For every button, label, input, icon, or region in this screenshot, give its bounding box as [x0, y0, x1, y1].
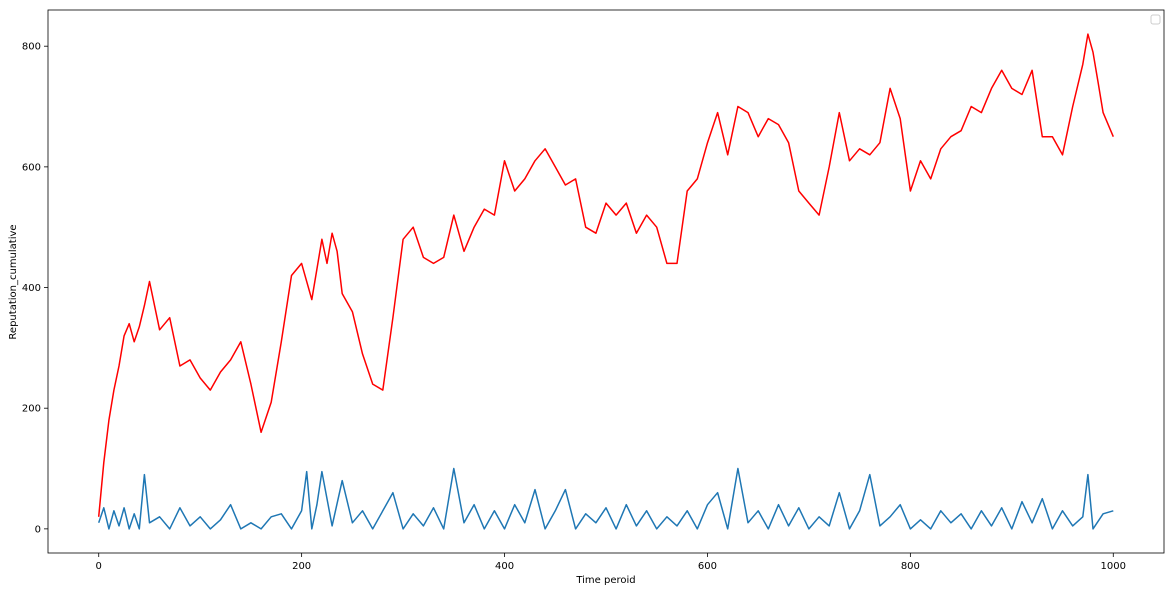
x-axis-label: Time peroid [575, 575, 635, 586]
y-axis-label: Reputation_cumulative [8, 224, 19, 339]
axes-frame [47, 9, 1165, 554]
series-line-1 [97, 33, 1114, 517]
legend-box [1150, 14, 1161, 25]
y-tick-label: 800 [22, 42, 41, 53]
y-tick-label: 400 [22, 283, 41, 294]
plot-area [48, 10, 1164, 553]
series-layer [97, 33, 1114, 530]
y-tick-label: 600 [22, 162, 41, 173]
axes-layer [47, 9, 1165, 554]
y-tick-label: 0 [35, 524, 41, 535]
y-tick-label: 200 [22, 404, 41, 415]
x-tick-label: 1000 [1101, 561, 1126, 572]
x-tick-label: 400 [495, 561, 514, 572]
x-tick-label: 600 [698, 561, 717, 572]
ticks-layer: 0 200 400 600 800 1000 0 200 400 600 800 [22, 42, 1126, 572]
series-line-2 [97, 467, 1114, 530]
x-tick-label: 200 [292, 561, 311, 572]
x-tick-label: 800 [901, 561, 920, 572]
x-tick-label: 0 [96, 561, 102, 572]
